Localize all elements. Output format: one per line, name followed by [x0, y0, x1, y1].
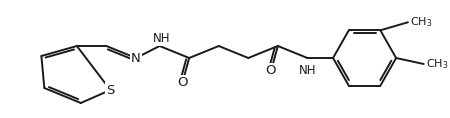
Text: O: O: [177, 76, 188, 89]
Text: NH: NH: [299, 63, 316, 76]
Text: O: O: [266, 65, 276, 78]
Text: CH$_3$: CH$_3$: [410, 15, 433, 29]
Text: N: N: [131, 51, 141, 65]
Text: S: S: [106, 84, 115, 97]
Text: CH$_3$: CH$_3$: [426, 57, 449, 71]
Text: NH: NH: [153, 32, 171, 46]
